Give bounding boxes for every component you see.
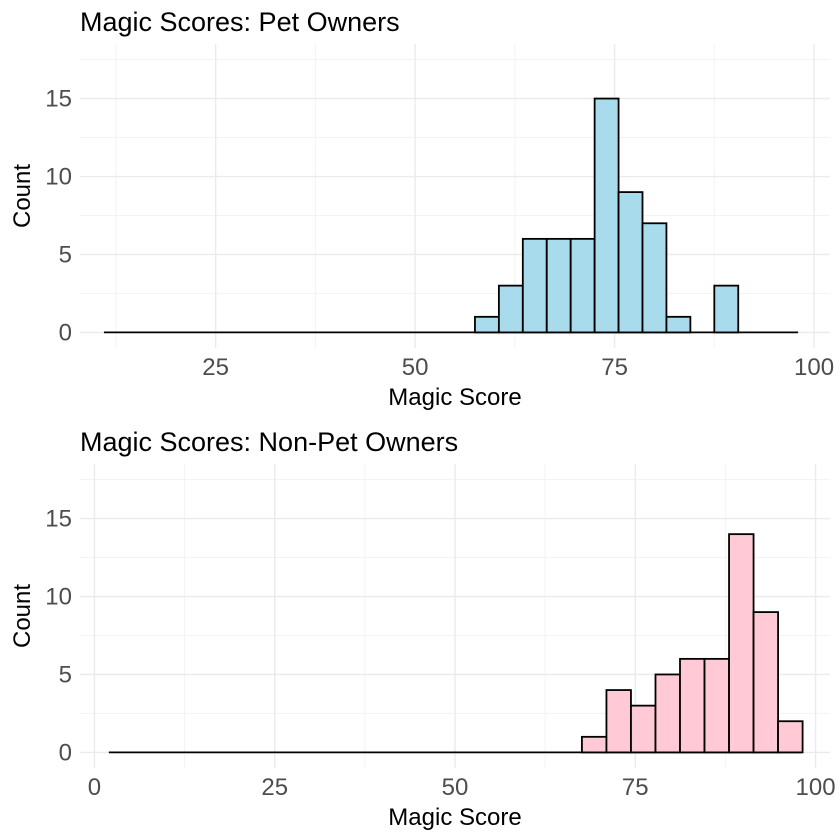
- histogram-bar: [703, 657, 730, 754]
- x-tick-label: 75: [622, 774, 649, 801]
- histogram-pet-owners: 25 50 75 100 0 5 10 15 Magic Scores: Pet Owners M…: [9, 7, 834, 411]
- x-tick-label: 75: [601, 354, 628, 381]
- histogram-bar: [569, 237, 596, 334]
- x-axis-label: Magic Score: [388, 384, 521, 411]
- histogram-non-pet-owners: 0 25 50 75 100 0 5 10 15 Magic Scores: Non-Pet Ow…: [9, 427, 836, 831]
- histogram-bar: [679, 657, 706, 754]
- y-tick-label: 0: [59, 739, 72, 766]
- histogram-bar: [654, 673, 681, 754]
- y-tick-label: 10: [45, 164, 72, 191]
- histogram-bar: [665, 315, 692, 334]
- histogram-bar: [474, 315, 500, 334]
- y-axis-label: Count: [9, 584, 36, 648]
- x-tick-label: 100: [794, 354, 834, 381]
- histogram-bar: [497, 284, 524, 334]
- histogram-bar: [641, 222, 668, 334]
- x-tick-label: 25: [261, 774, 288, 801]
- chart-title: Magic Scores: Non-Pet Owners: [80, 427, 458, 457]
- y-tick-label: 15: [45, 506, 72, 533]
- y-axis-label: Count: [9, 164, 36, 228]
- histogram-bar: [593, 97, 620, 334]
- x-tick-label: 0: [88, 774, 101, 801]
- histogram-bar: [545, 237, 572, 334]
- y-tick-label: 10: [45, 584, 72, 611]
- histogram-bar: [728, 533, 755, 754]
- histogram-bar: [521, 237, 548, 334]
- y-tick-label: 15: [45, 86, 72, 113]
- chart-title: Magic Scores: Pet Owners: [80, 7, 400, 37]
- histogram-bar: [605, 689, 632, 754]
- histogram-bar: [630, 704, 657, 754]
- x-tick-label: 50: [442, 774, 469, 801]
- y-tick-label: 5: [59, 241, 72, 268]
- x-tick-label: 100: [796, 774, 836, 801]
- histogram-bar: [752, 611, 779, 754]
- histogram-bar: [617, 191, 644, 334]
- x-axis-label: Magic Score: [388, 804, 521, 831]
- y-tick-label: 5: [59, 661, 72, 688]
- histogram-bar: [581, 735, 608, 754]
- histogram-bar: [713, 284, 740, 334]
- y-tick-label: 0: [59, 319, 72, 346]
- x-tick-label: 25: [202, 354, 229, 381]
- x-tick-label: 50: [402, 354, 429, 381]
- histogram-bar: [777, 720, 804, 754]
